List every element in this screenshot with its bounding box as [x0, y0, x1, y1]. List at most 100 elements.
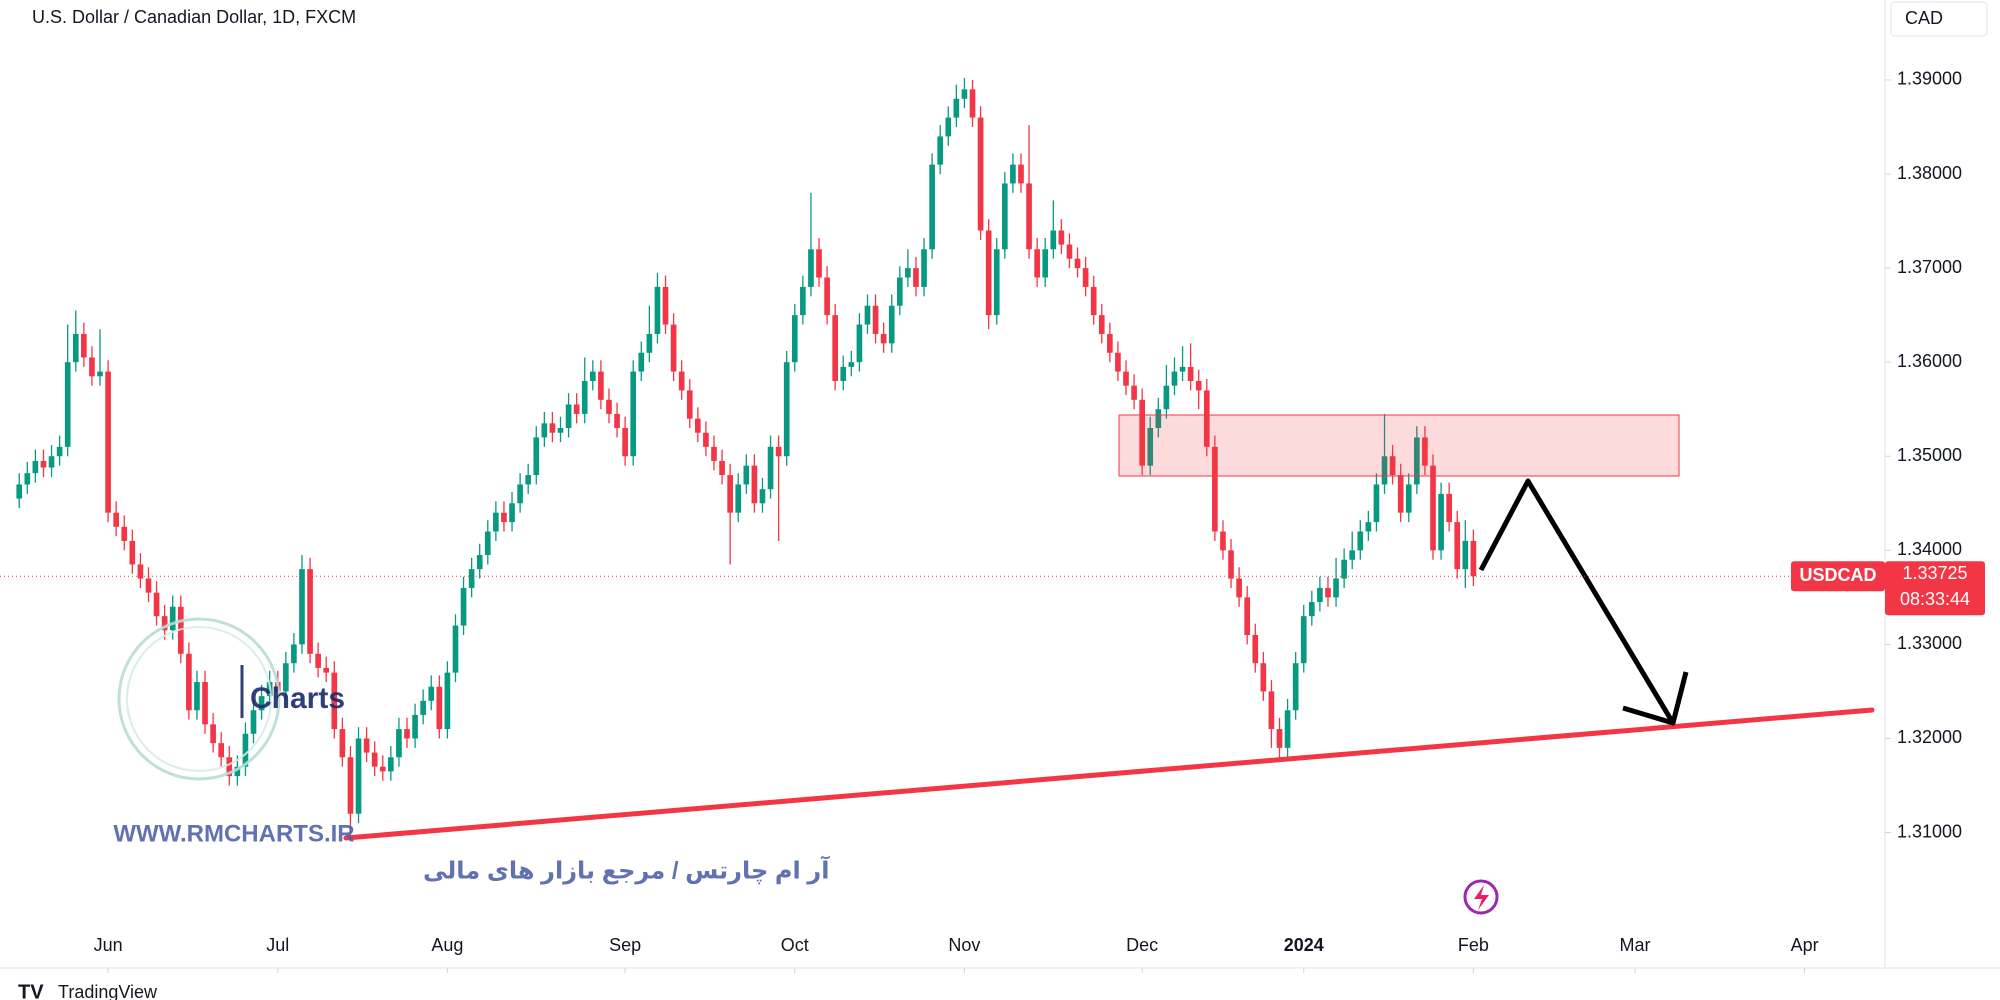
candle-body — [872, 305, 879, 334]
candle-body — [436, 686, 443, 730]
watermark-tagline: آر ام چارتس / مرجع بازار های مالی — [423, 855, 830, 884]
candle-body — [1220, 531, 1226, 551]
candle-body — [97, 371, 103, 377]
candle-body — [32, 460, 39, 474]
candle-body — [1284, 710, 1291, 748]
candle-body — [291, 644, 297, 664]
candle-body — [1212, 446, 1218, 532]
candle-body — [711, 446, 717, 461]
candle-body — [598, 371, 604, 400]
candle-body — [767, 446, 774, 490]
candle-body — [1155, 409, 1162, 429]
logo-text: Charts — [250, 682, 345, 715]
candle-body — [105, 371, 111, 513]
candle-body — [905, 268, 911, 278]
candle-body — [646, 333, 653, 353]
candle-body — [428, 686, 435, 701]
x-tick-label: Nov — [948, 935, 980, 955]
candle-body — [1317, 587, 1323, 603]
candle-body — [533, 437, 540, 476]
candle-body — [654, 286, 661, 334]
candle-body — [1292, 663, 1299, 711]
candle-body — [678, 371, 685, 391]
candle-body — [202, 682, 208, 725]
candle-body — [670, 324, 677, 372]
candle-body — [1050, 230, 1057, 250]
candle-body — [161, 616, 168, 631]
candle-body — [1405, 484, 1412, 513]
last-price-label: 1.33725 — [1902, 563, 1967, 583]
candle-body — [921, 249, 927, 287]
watermark-url: WWW.RMCHARTS.IR — [113, 820, 354, 847]
candle-body — [1187, 366, 1194, 381]
currency-box — [1890, 1, 1988, 37]
candle-body — [1430, 465, 1436, 551]
candle-body — [832, 315, 839, 381]
candle-body — [1010, 164, 1016, 184]
candle-body — [40, 460, 47, 468]
candle-body — [630, 371, 637, 457]
x-tick-label: Oct — [781, 935, 809, 955]
candle-body — [1001, 183, 1008, 250]
flash-bolt — [1474, 885, 1489, 910]
candle-body — [977, 117, 984, 231]
candle-body — [1139, 399, 1145, 466]
candle-body — [388, 757, 394, 772]
candle-body — [1268, 691, 1275, 730]
candle-body — [371, 752, 378, 767]
candle-body — [169, 606, 176, 631]
x-tick-label: Mar — [1619, 935, 1650, 955]
candle-body — [242, 733, 249, 767]
arrow-head — [1622, 671, 1689, 726]
resistance-zone — [1118, 414, 1680, 477]
candle-body — [1171, 371, 1178, 386]
candle-body — [1325, 587, 1331, 598]
candle-body — [800, 286, 806, 316]
candle-body — [896, 277, 903, 306]
candle-body — [89, 357, 95, 377]
tv-logo: TV — [18, 981, 44, 1000]
candle-body — [363, 738, 370, 753]
candle-body — [791, 315, 798, 363]
candle-body — [622, 428, 628, 457]
candle-body — [1244, 597, 1251, 635]
candle-body — [258, 696, 265, 711]
candle-body — [1131, 385, 1137, 400]
candle-body — [1107, 333, 1113, 353]
candle-body — [1066, 244, 1073, 259]
candle-body — [816, 249, 822, 278]
candle-body — [64, 362, 71, 447]
candle-body — [953, 98, 960, 118]
candle-body — [218, 743, 225, 758]
candle-body — [517, 484, 523, 504]
candle-body — [525, 475, 532, 485]
candle-body — [1438, 493, 1444, 551]
candle-body — [1276, 729, 1283, 748]
y-tick-label: 1.37000 — [1897, 257, 1962, 277]
candle-body — [1349, 550, 1356, 560]
candle-body — [1042, 249, 1049, 278]
x-tick-label: Aug — [431, 935, 463, 955]
candle-body — [589, 371, 596, 381]
forecast-arrow — [1478, 478, 1676, 725]
candle-body — [1058, 230, 1065, 245]
candle-body — [888, 305, 895, 344]
candle-body — [1341, 559, 1347, 579]
y-tick-label: 1.36000 — [1897, 351, 1962, 371]
flash-icon — [1463, 879, 1499, 915]
x-tick-label: Jul — [266, 935, 289, 955]
candle-body — [48, 456, 55, 468]
candle-body — [137, 564, 144, 579]
candle-body — [1446, 493, 1452, 523]
candle-body — [484, 531, 491, 556]
plot — [16, 78, 1477, 838]
candle-body — [735, 484, 742, 513]
candle-body — [1074, 258, 1081, 269]
countdown: 08:33:44 — [1900, 589, 1970, 609]
symbol-tag — [1791, 561, 1885, 592]
candle-body — [1090, 286, 1097, 316]
y-tick-label: 1.33000 — [1897, 633, 1962, 653]
candle-body — [913, 268, 919, 287]
x-tick-label: Apr — [1791, 935, 1819, 955]
x-tick-label: Feb — [1458, 935, 1489, 955]
